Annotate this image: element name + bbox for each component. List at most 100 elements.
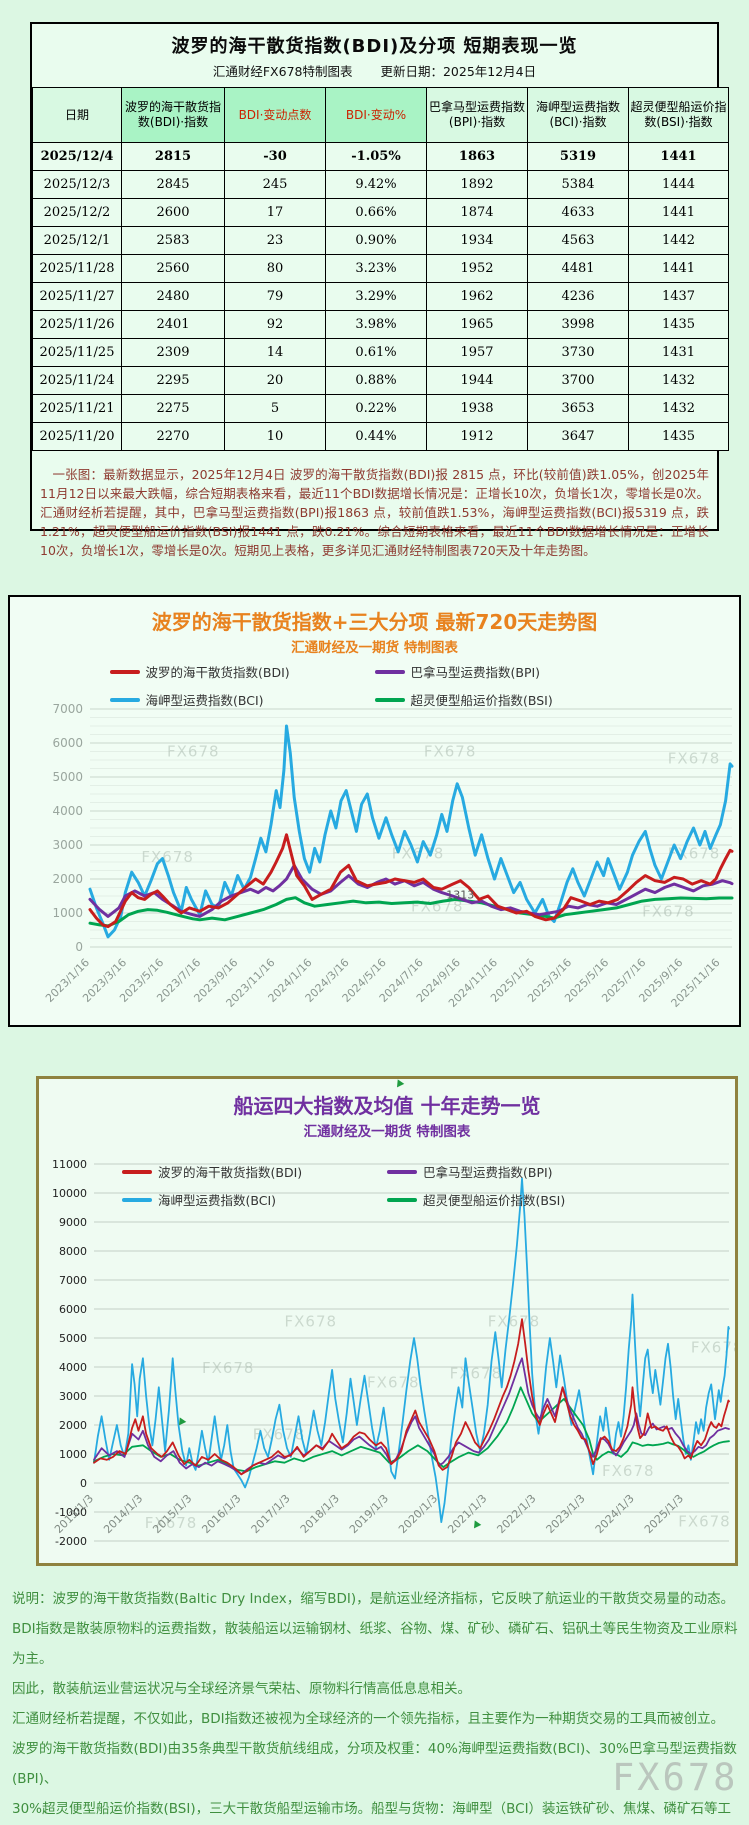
table-cell: 2270 (121, 422, 225, 451)
table-cell: 0.66% (325, 198, 427, 227)
legend-item: 巴拿马型运费指数(BPI) (374, 662, 640, 681)
table-cell: 10 (224, 422, 326, 451)
table-cell: 2025/12/2 (32, 198, 122, 227)
chart-10y-title: 船运四大指数及均值 十年走势一览 (233, 1094, 541, 1118)
table-cell: 2025/11/28 (32, 254, 122, 283)
table-cell: 2845 (121, 170, 225, 199)
svg-text:5000: 5000 (52, 770, 83, 784)
series-line (88, 724, 734, 939)
x-axis-label: 2020/1/3 (396, 1492, 440, 1536)
table-cell: 2560 (121, 254, 225, 283)
table-cell: 1437 (628, 282, 729, 311)
update-date: 更新日期：2025年12月4日 (380, 64, 537, 79)
table-cell: 3700 (527, 366, 629, 395)
table-cell: 4481 (527, 254, 629, 283)
chart-watermark: FX678 (253, 1426, 306, 1444)
table-cell: 1962 (426, 282, 528, 311)
series-line (93, 1177, 730, 1524)
footer-line: BDI指数是散装原物料的运费指数，散装船运以运输钢材、纸浆、谷物、煤、矿砂、磷矿… (12, 1621, 738, 1667)
legend-item: 海岬型运费指数(BCI) (122, 1190, 387, 1209)
svg-text:9000: 9000 (59, 1216, 87, 1229)
chart-watermark: FX678 (424, 743, 477, 761)
table-row: 2025/11/28 2560 80 3.23% 1952 4481 1441 (32, 254, 729, 283)
chart-720d-svg: 0 1000 2000 3000 4000 5000 6000 7000 FX678 FX678 F… (43, 702, 734, 1010)
table-cell: 2025/11/24 (32, 366, 122, 395)
x-axis-label: 2019/1/3 (347, 1492, 391, 1536)
svg-text:3000: 3000 (52, 838, 83, 852)
table-row: 2025/11/27 2480 79 3.29% 1962 4236 1437 (32, 282, 729, 311)
svg-text:7000: 7000 (59, 1274, 87, 1287)
svg-text:7000: 7000 (52, 702, 83, 716)
col-header: 日期 (32, 87, 122, 143)
series-line (88, 896, 734, 928)
x-axis-label: 2022/1/3 (494, 1492, 538, 1536)
chart-watermark: FX678 (668, 749, 721, 767)
table-cell: 0.44% (325, 422, 427, 451)
fx678-watermark: FX678 (612, 1756, 739, 1799)
table-row: 2025/11/20 2270 10 0.44% 1912 3647 1435 (32, 422, 729, 451)
table-cell: 3.23% (325, 254, 427, 283)
table-cell: 245 (224, 170, 326, 199)
table-cell: 1441 (628, 254, 729, 283)
series-line (93, 1386, 730, 1473)
table-cell: 2401 (121, 310, 225, 339)
table-cell: 0.22% (325, 394, 427, 423)
series-line (93, 1318, 730, 1476)
table-cell: 92 (224, 310, 326, 339)
table-cell: 1435 (628, 310, 729, 339)
table-cell: 3.98% (325, 310, 427, 339)
legend-label: 超灵便型船运价指数(BSI) (410, 693, 553, 708)
chart-720d-plot: 波罗的海干散货指数(BDI) 巴拿马型运费指数(BPI) 海岬型运费指数(BCI) 超… (10, 660, 739, 1025)
col-header: 波罗的海干散货指数(BDI)·指数 (121, 87, 225, 143)
table-cell: 3998 (527, 310, 629, 339)
table-note: 一张图：最新数据显示，2025年12月4日 波罗的海干散货指数(BDI)报 28… (40, 467, 709, 558)
legend-line-swatch-icon (122, 1169, 152, 1174)
table-cell: 2025/12/1 (32, 226, 122, 255)
table-cell: 0.61% (325, 338, 427, 367)
svg-text:2000: 2000 (59, 1419, 87, 1432)
series-line (88, 833, 734, 929)
table-cell: 9.42% (325, 170, 427, 199)
table-cell: 3730 (527, 338, 629, 367)
legend-line-swatch-icon (122, 1197, 152, 1202)
col-header: 超灵便型船运价指数(BSI)·指数 (628, 87, 729, 143)
svg-text:8000: 8000 (59, 1245, 87, 1258)
chart-10y-legend: 波罗的海干散货指数(BDI) 巴拿马型运费指数(BPI) 海岬型运费指数(BCI) 超… (122, 1162, 652, 1209)
chart-watermark: FX678 (488, 1312, 541, 1330)
table-cell: 1912 (426, 422, 528, 451)
chart-watermark: FX678 (602, 1462, 655, 1480)
table-row: 2025/12/1 2583 23 0.90% 1934 4563 1442 (32, 226, 729, 255)
table-cell: 2583 (121, 226, 225, 255)
chart-annotation: 1313 (446, 888, 474, 901)
table-row: 2025/11/24 2295 20 0.88% 1944 3700 1432 (32, 366, 729, 395)
table-cell: 2025/11/20 (32, 422, 122, 451)
chart-watermark: FX678 (450, 1365, 503, 1383)
chart-watermark: FX678 (202, 1359, 255, 1377)
table-subtitle: 汇通财经FX678特制图表 更新日期：2025年12月4日 (32, 61, 717, 80)
table-cell: 1965 (426, 310, 528, 339)
table-cell: 5319 (527, 142, 629, 171)
short-term-table-section: 波罗的海干散货指数(BDI)及分项 短期表现一览 汇通财经FX678特制图表 更… (30, 22, 729, 558)
table-row: 2025/12/4 2815 -30 -1.05% 1863 5319 1441 (32, 142, 729, 171)
table-cell: 79 (224, 282, 326, 311)
chart-watermark: FX678 (141, 848, 194, 866)
table-cell: 1432 (628, 366, 729, 395)
table-cell: 0.88% (325, 366, 427, 395)
chart-watermark: FX678 (392, 845, 445, 863)
x-axis-label: 2023/1/3 (544, 1492, 588, 1536)
table-cell: 2025/11/21 (32, 394, 122, 423)
footer-line: 波罗的海干散货指数(BDI)由35条典型干散货航线组成，分项及权重：40%海岬型… (12, 1741, 737, 1787)
legend-item: 超灵便型船运价指数(BSI) (374, 690, 640, 709)
table-cell: 2025/12/4 (32, 142, 122, 171)
table-cell: 0.90% (325, 226, 427, 255)
table-cell: 2600 (121, 198, 225, 227)
table-cell: 1874 (426, 198, 528, 227)
svg-text:4000: 4000 (52, 804, 83, 818)
footer-line: 说明：波罗的海干散货指数(Baltic Dry Index，缩写BDI)，是航运… (12, 1591, 735, 1607)
chart-720d-subtitle: 汇通财经及一期货 特制图表 (291, 640, 458, 656)
chart-10y-subtitle: 汇通财经及一期货 特制图表 (303, 1124, 471, 1140)
table-row: 2025/11/21 2275 5 0.22% 1938 3653 1432 (32, 394, 729, 423)
svg-text:6000: 6000 (59, 1303, 87, 1316)
col-header: BDI·变动% (325, 87, 427, 143)
table-cell: 3.29% (325, 282, 427, 311)
